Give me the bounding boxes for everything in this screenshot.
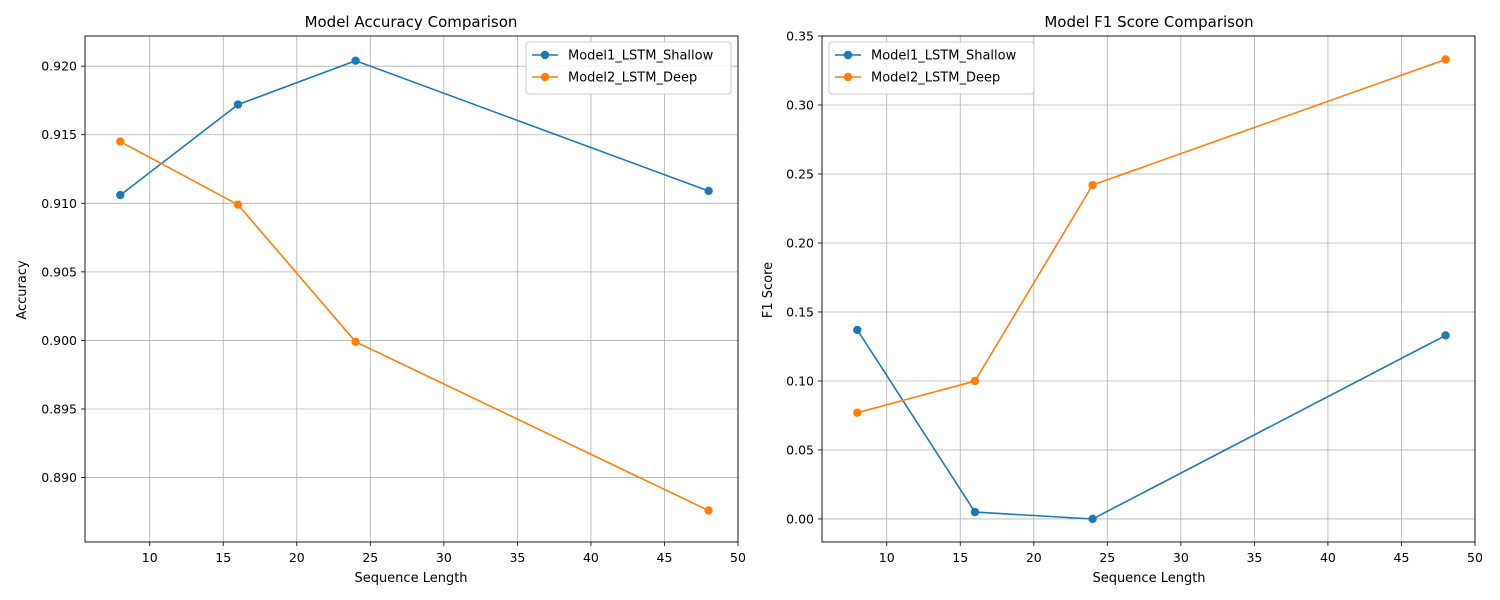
series-line [857,58,1446,414]
x-tick-label: 35 [1246,550,1262,565]
data-point [351,56,360,65]
x-tick-label: 20 [289,550,305,565]
plot-frame [84,35,739,543]
x-tick-label: 30 [1173,550,1189,565]
data-point [1088,180,1097,190]
data-point [1441,331,1450,340]
y-tick-label: 0.905 [41,264,77,279]
data-point [704,186,713,196]
legend: Model1_LSTM_Shallow Model2_LSTM_Deep [828,41,1035,95]
chart-title: Model F1 Score Comparison [1044,13,1253,31]
x-tick-label: 30 [436,550,452,565]
y-axis-label: Accuracy [15,260,30,320]
y-tick-label: 0.30 [786,97,814,112]
y-tick-label: 0.10 [786,373,814,388]
y-ticks: 0.00 0.05 0.10 0.15 0.20 0.25 0.30 0.35 [786,29,822,526]
data-point [233,200,243,209]
x-tick-label: 10 [142,550,158,565]
x-tick-label: 15 [952,550,968,565]
y-tick-label: 0.900 [41,333,77,348]
data-point [1441,55,1450,64]
x-tick-label: 25 [362,550,378,565]
legend-marker [843,72,853,82]
series-2 [116,137,713,515]
series-line [856,329,1446,520]
series-line [119,59,709,196]
legend-marker [540,50,550,60]
x-tick-label: 50 [730,550,746,565]
y-tick-label: 0.20 [786,235,814,250]
legend-box [525,41,732,95]
accuracy-chart: Model Accuracy Comparison Sequence Lengt… [15,13,746,586]
x-tick-label: 45 [1394,550,1410,565]
y-tick-label: 0.895 [41,401,77,416]
y-axis-label: F1 Score [761,262,776,318]
x-axis-label: Sequence Length [354,571,467,586]
data-point [116,137,125,146]
data-point [970,376,980,386]
x-tick-label: 25 [1099,550,1115,565]
y-tick-label: 0.910 [41,196,77,211]
data-point [116,190,125,200]
legend-marker [540,72,550,82]
series-1 [853,325,1450,524]
x-ticks: 10 15 20 25 30 35 40 45 50 [142,542,746,565]
x-tick-label: 40 [583,550,599,565]
x-tick-label: 35 [509,550,525,565]
plot-frame [821,35,1476,543]
f1-score-chart: Model F1 Score Comparison Sequence Lengt… [761,13,1483,586]
x-tick-label: 50 [1467,550,1483,565]
y-tick-label: 0.25 [786,166,814,181]
y-tick-label: 0.890 [41,470,77,485]
chart-title: Model Accuracy Comparison [305,13,518,31]
legend-label: Model1_LSTM_Shallow [568,49,714,64]
legend-label: Model1_LSTM_Shallow [871,49,1017,64]
y-tick-label: 0.15 [786,304,814,319]
data-point [351,337,360,346]
grid [822,35,1476,542]
y-tick-label: 0.35 [786,29,814,44]
x-tick-label: 45 [657,550,673,565]
legend-box [828,41,1035,95]
legend-label: Model2_LSTM_Deep [568,71,697,86]
y-tick-label: 0.920 [41,59,77,74]
data-point [233,100,243,109]
x-tick-label: 15 [215,550,231,565]
x-ticks: 10 15 20 25 30 35 40 45 50 [879,542,1483,565]
x-tick-label: 20 [1026,550,1042,565]
data-point [704,506,713,515]
y-ticks: 0.890 0.895 0.900 0.905 0.910 0.915 0.920 [41,59,85,485]
x-tick-label: 40 [1320,550,1336,565]
y-tick-label: 0.00 [786,511,814,526]
data-point [853,408,862,417]
data-point [1088,514,1097,524]
y-tick-label: 0.915 [41,127,77,142]
series-line [119,140,709,512]
legend-label: Model2_LSTM_Deep [871,71,1000,86]
y-tick-label: 0.05 [786,442,814,457]
legend-marker [843,50,853,60]
data-point [853,325,862,335]
legend: Model1_LSTM_Shallow Model2_LSTM_Deep [525,41,732,95]
x-axis-label: Sequence Length [1092,571,1205,586]
series-2 [853,55,1450,417]
data-point [970,507,980,517]
x-tick-label: 10 [879,550,895,565]
series-1 [116,56,713,200]
